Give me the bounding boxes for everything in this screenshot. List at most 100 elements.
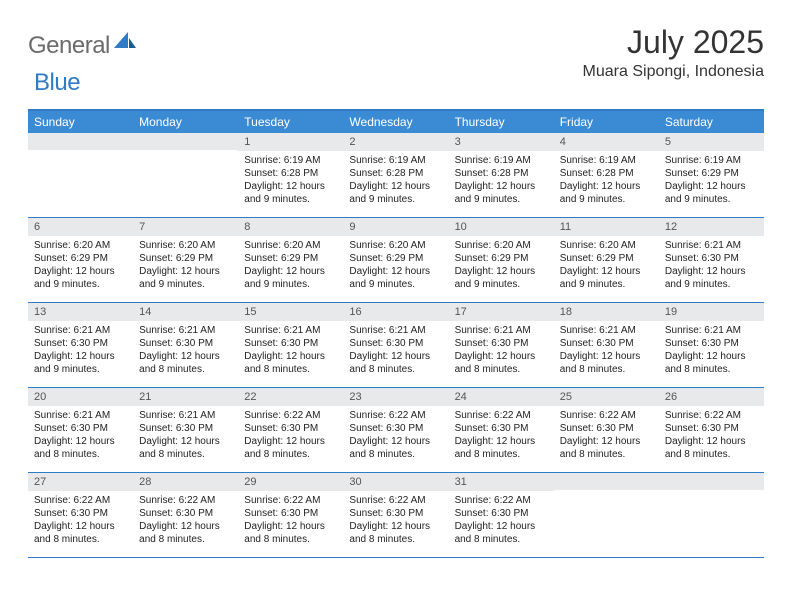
- sunrise-text: Sunrise: 6:20 AM: [139, 239, 232, 252]
- sunset-text: Sunset: 6:30 PM: [244, 337, 337, 350]
- daylight-text: Daylight: 12 hours and 9 minutes.: [244, 180, 337, 206]
- sunrise-text: Sunrise: 6:21 AM: [34, 324, 127, 337]
- daylight-text: Daylight: 12 hours and 8 minutes.: [244, 350, 337, 376]
- day-header: Tuesday: [238, 111, 343, 133]
- day-number: [554, 473, 659, 490]
- sunset-text: Sunset: 6:29 PM: [455, 252, 548, 265]
- sunrise-text: Sunrise: 6:21 AM: [349, 324, 442, 337]
- day-header: Friday: [554, 111, 659, 133]
- sunrise-text: Sunrise: 6:22 AM: [349, 494, 442, 507]
- sunset-text: Sunset: 6:28 PM: [560, 167, 653, 180]
- sunset-text: Sunset: 6:30 PM: [665, 252, 758, 265]
- day-detail: Sunrise: 6:22 AMSunset: 6:30 PMDaylight:…: [449, 491, 554, 552]
- day-number: 29: [238, 473, 343, 491]
- sunrise-text: Sunrise: 6:22 AM: [455, 409, 548, 422]
- day-detail: Sunrise: 6:21 AMSunset: 6:30 PMDaylight:…: [659, 236, 764, 297]
- day-detail: Sunrise: 6:22 AMSunset: 6:30 PMDaylight:…: [449, 406, 554, 467]
- day-number: [28, 133, 133, 150]
- day-number: 9: [343, 218, 448, 236]
- day-cell: 28Sunrise: 6:22 AMSunset: 6:30 PMDayligh…: [133, 473, 238, 557]
- daylight-text: Daylight: 12 hours and 8 minutes.: [349, 435, 442, 461]
- sunrise-text: Sunrise: 6:19 AM: [455, 154, 548, 167]
- day-header: Wednesday: [343, 111, 448, 133]
- daylight-text: Daylight: 12 hours and 8 minutes.: [349, 350, 442, 376]
- weeks-container: 1Sunrise: 6:19 AMSunset: 6:28 PMDaylight…: [28, 133, 764, 558]
- day-cell: 21Sunrise: 6:21 AMSunset: 6:30 PMDayligh…: [133, 388, 238, 472]
- sunrise-text: Sunrise: 6:22 AM: [244, 494, 337, 507]
- daylight-text: Daylight: 12 hours and 8 minutes.: [455, 435, 548, 461]
- day-cell: 12Sunrise: 6:21 AMSunset: 6:30 PMDayligh…: [659, 218, 764, 302]
- daylight-text: Daylight: 12 hours and 8 minutes.: [665, 350, 758, 376]
- sunset-text: Sunset: 6:28 PM: [349, 167, 442, 180]
- day-number: 15: [238, 303, 343, 321]
- sunset-text: Sunset: 6:30 PM: [349, 422, 442, 435]
- sunrise-text: Sunrise: 6:21 AM: [560, 324, 653, 337]
- daylight-text: Daylight: 12 hours and 9 minutes.: [665, 265, 758, 291]
- day-detail: Sunrise: 6:21 AMSunset: 6:30 PMDaylight:…: [659, 321, 764, 382]
- day-detail: Sunrise: 6:19 AMSunset: 6:28 PMDaylight:…: [554, 151, 659, 212]
- calendar-page: General July 2025 Muara Sipongi, Indones…: [0, 0, 792, 582]
- day-detail: Sunrise: 6:22 AMSunset: 6:30 PMDaylight:…: [133, 491, 238, 552]
- sunrise-text: Sunrise: 6:22 AM: [139, 494, 232, 507]
- day-detail: Sunrise: 6:21 AMSunset: 6:30 PMDaylight:…: [343, 321, 448, 382]
- day-detail: Sunrise: 6:20 AMSunset: 6:29 PMDaylight:…: [554, 236, 659, 297]
- week-row: 13Sunrise: 6:21 AMSunset: 6:30 PMDayligh…: [28, 303, 764, 388]
- day-number: [133, 133, 238, 150]
- day-cell: 6Sunrise: 6:20 AMSunset: 6:29 PMDaylight…: [28, 218, 133, 302]
- day-detail: Sunrise: 6:21 AMSunset: 6:30 PMDaylight:…: [133, 321, 238, 382]
- day-cell: 13Sunrise: 6:21 AMSunset: 6:30 PMDayligh…: [28, 303, 133, 387]
- location-label: Muara Sipongi, Indonesia: [583, 63, 764, 81]
- page-title: July 2025: [583, 24, 764, 61]
- day-detail: Sunrise: 6:20 AMSunset: 6:29 PMDaylight:…: [343, 236, 448, 297]
- sunset-text: Sunset: 6:29 PM: [139, 252, 232, 265]
- day-detail: Sunrise: 6:20 AMSunset: 6:29 PMDaylight:…: [238, 236, 343, 297]
- day-number: 13: [28, 303, 133, 321]
- day-number: 12: [659, 218, 764, 236]
- daylight-text: Daylight: 12 hours and 9 minutes.: [34, 265, 127, 291]
- day-detail: Sunrise: 6:21 AMSunset: 6:30 PMDaylight:…: [28, 406, 133, 467]
- daylight-text: Daylight: 12 hours and 8 minutes.: [139, 435, 232, 461]
- empty-cell: [133, 133, 238, 217]
- day-cell: 15Sunrise: 6:21 AMSunset: 6:30 PMDayligh…: [238, 303, 343, 387]
- day-header: Sunday: [28, 111, 133, 133]
- day-number: 1: [238, 133, 343, 151]
- daylight-text: Daylight: 12 hours and 8 minutes.: [455, 520, 548, 546]
- day-number: 3: [449, 133, 554, 151]
- title-block: July 2025 Muara Sipongi, Indonesia: [583, 24, 764, 85]
- day-number: 31: [449, 473, 554, 491]
- day-detail: Sunrise: 6:21 AMSunset: 6:30 PMDaylight:…: [449, 321, 554, 382]
- daylight-text: Daylight: 12 hours and 9 minutes.: [455, 265, 548, 291]
- sunset-text: Sunset: 6:30 PM: [139, 337, 232, 350]
- day-cell: 22Sunrise: 6:22 AMSunset: 6:30 PMDayligh…: [238, 388, 343, 472]
- day-detail: Sunrise: 6:21 AMSunset: 6:30 PMDaylight:…: [554, 321, 659, 382]
- sunset-text: Sunset: 6:28 PM: [244, 167, 337, 180]
- day-cell: 30Sunrise: 6:22 AMSunset: 6:30 PMDayligh…: [343, 473, 448, 557]
- day-cell: 23Sunrise: 6:22 AMSunset: 6:30 PMDayligh…: [343, 388, 448, 472]
- day-detail: Sunrise: 6:21 AMSunset: 6:30 PMDaylight:…: [238, 321, 343, 382]
- day-detail: Sunrise: 6:22 AMSunset: 6:30 PMDaylight:…: [238, 491, 343, 552]
- day-number: 20: [28, 388, 133, 406]
- day-cell: 2Sunrise: 6:19 AMSunset: 6:28 PMDaylight…: [343, 133, 448, 217]
- week-row: 1Sunrise: 6:19 AMSunset: 6:28 PMDaylight…: [28, 133, 764, 218]
- daylight-text: Daylight: 12 hours and 8 minutes.: [34, 435, 127, 461]
- day-cell: 18Sunrise: 6:21 AMSunset: 6:30 PMDayligh…: [554, 303, 659, 387]
- sunrise-text: Sunrise: 6:21 AM: [665, 324, 758, 337]
- day-number: 26: [659, 388, 764, 406]
- sunset-text: Sunset: 6:30 PM: [665, 422, 758, 435]
- sunrise-text: Sunrise: 6:20 AM: [455, 239, 548, 252]
- sunrise-text: Sunrise: 6:20 AM: [349, 239, 442, 252]
- sunset-text: Sunset: 6:30 PM: [34, 422, 127, 435]
- daylight-text: Daylight: 12 hours and 9 minutes.: [349, 180, 442, 206]
- day-cell: 24Sunrise: 6:22 AMSunset: 6:30 PMDayligh…: [449, 388, 554, 472]
- day-number: 22: [238, 388, 343, 406]
- daylight-text: Daylight: 12 hours and 9 minutes.: [34, 350, 127, 376]
- sunrise-text: Sunrise: 6:22 AM: [244, 409, 337, 422]
- daylight-text: Daylight: 12 hours and 9 minutes.: [455, 180, 548, 206]
- sunrise-text: Sunrise: 6:22 AM: [349, 409, 442, 422]
- day-number: 27: [28, 473, 133, 491]
- sunrise-text: Sunrise: 6:19 AM: [560, 154, 653, 167]
- day-cell: 20Sunrise: 6:21 AMSunset: 6:30 PMDayligh…: [28, 388, 133, 472]
- daylight-text: Daylight: 12 hours and 8 minutes.: [455, 350, 548, 376]
- day-detail: Sunrise: 6:19 AMSunset: 6:28 PMDaylight:…: [238, 151, 343, 212]
- empty-cell: [28, 133, 133, 217]
